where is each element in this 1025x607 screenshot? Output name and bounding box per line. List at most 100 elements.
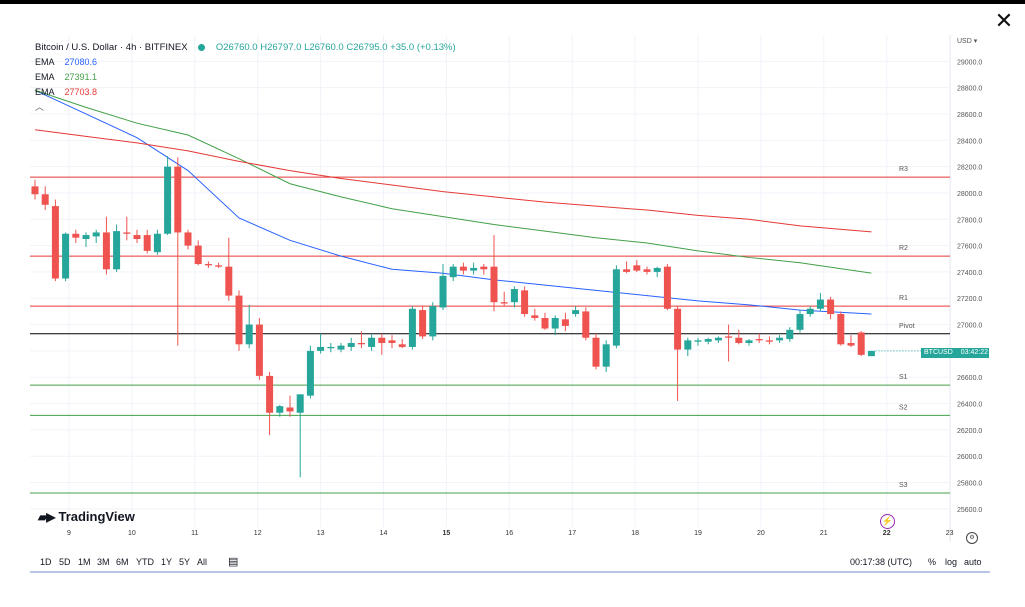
- candle-body: [357, 342, 365, 345]
- candle-body: [735, 337, 743, 343]
- range-button-5y[interactable]: 5Y: [179, 557, 191, 567]
- candle-body: [694, 340, 702, 342]
- candle-body: [806, 308, 814, 315]
- candle-body: [92, 232, 100, 237]
- indicator-row[interactable]: EMA 27391.1: [35, 70, 456, 85]
- candle-body: [765, 340, 773, 342]
- date-tick-label: 20: [757, 530, 765, 537]
- date-tick-label: 12: [254, 530, 262, 537]
- range-button-1y[interactable]: 1Y: [161, 557, 173, 567]
- candle-body: [725, 336, 733, 338]
- candle-body: [378, 337, 386, 343]
- candle-body: [31, 186, 39, 195]
- indicator-name: EMA: [35, 72, 55, 82]
- price-chart[interactable]: 25600.0 25800.0 26000.0 26200.0 26400.0 26600…: [30, 35, 990, 550]
- candle-body: [72, 233, 80, 238]
- close-button[interactable]: ✕: [994, 9, 1014, 34]
- range-button-5d[interactable]: 5D: [59, 557, 71, 567]
- candle-body: [133, 235, 141, 240]
- indicator-value: 27391.1: [64, 72, 98, 82]
- price-tick-label: 25600.0: [957, 507, 982, 514]
- last-price-tag: BTCUSD 03:42:22: [921, 348, 989, 358]
- percent-toggle[interactable]: %: [928, 557, 937, 567]
- price-tick-label: 28800.0: [957, 86, 982, 93]
- range-button-1m[interactable]: 1M: [78, 557, 91, 567]
- candle-body: [653, 267, 661, 272]
- candle-body: [429, 306, 437, 337]
- candle-body: [827, 299, 835, 315]
- calendar-range-icon[interactable]: ▤: [228, 556, 239, 568]
- logo-text: TradingView: [58, 509, 135, 524]
- candle-body: [194, 245, 202, 265]
- price-tick-label: 26000.0: [957, 454, 982, 461]
- candle-body: [480, 266, 488, 270]
- symbol-label: BTCUSD: [924, 349, 953, 356]
- candle-body: [164, 166, 172, 234]
- range-button-ytd[interactable]: YTD: [136, 557, 154, 567]
- candle-body: [327, 346, 335, 349]
- price-tick-label: 27200.0: [957, 296, 982, 303]
- candle-body: [286, 407, 294, 412]
- price-tick-label: 28600.0: [957, 112, 982, 119]
- toolbar-divider: [30, 571, 990, 573]
- range-button-3m[interactable]: 3M: [97, 557, 110, 567]
- candle-body: [82, 235, 90, 240]
- lightning-icon[interactable]: ⚡: [880, 514, 895, 529]
- ema-line: [34, 129, 872, 233]
- chevron-up-icon[interactable]: ︿: [35, 102, 45, 112]
- candle-body: [500, 302, 508, 304]
- date-tick-label: 9: [67, 530, 71, 537]
- pivot-level-label: S1: [899, 374, 908, 381]
- candle-body: [510, 289, 518, 303]
- range-button-1d[interactable]: 1D: [40, 557, 52, 567]
- candle-body: [704, 339, 712, 342]
- pivot-level-label: R3: [899, 166, 908, 173]
- indicator-value: 27080.6: [64, 57, 98, 67]
- date-tick-label: 13: [317, 530, 325, 537]
- pivot-level-label: R1: [899, 295, 908, 302]
- date-tick-label: 16: [505, 530, 513, 537]
- currency-selector[interactable]: USD ▾: [957, 37, 977, 45]
- price-tick-label: 27800.0: [957, 217, 982, 224]
- candle-body: [602, 344, 610, 367]
- currency-label: USD: [957, 38, 972, 45]
- candle-body: [235, 295, 243, 345]
- price-tick-label: 26200.0: [957, 428, 982, 435]
- candle-body: [531, 315, 539, 318]
- auto-toggle[interactable]: auto: [964, 557, 982, 567]
- candle-body: [102, 232, 110, 270]
- range-button-6m[interactable]: 6M: [116, 557, 129, 567]
- indicator-row[interactable]: EMA 27080.6: [35, 55, 456, 70]
- price-tick-label: 26600.0: [957, 375, 982, 382]
- candle-body: [755, 339, 763, 341]
- range-button-all[interactable]: All: [197, 557, 208, 567]
- candle-body: [317, 346, 325, 351]
- tradingview-logo[interactable]: ▰▶ TradingView: [38, 509, 135, 524]
- candle-body: [582, 311, 590, 338]
- candle-body: [684, 340, 692, 350]
- price-tick-label: 27000.0: [957, 323, 982, 330]
- tradingview-logo-icon: ▰▶: [38, 510, 55, 524]
- candle-body: [347, 342, 355, 347]
- candle-body: [470, 267, 478, 271]
- ema-line: [34, 89, 872, 274]
- gear-icon[interactable]: ⚙: [966, 532, 978, 544]
- candle-body: [847, 342, 855, 346]
- candle-body: [296, 394, 304, 413]
- candle-body: [337, 345, 345, 350]
- date-tick-label: 18: [631, 530, 639, 537]
- candle-body: [41, 194, 49, 205]
- date-tick-label: 11: [191, 530, 198, 537]
- candle-body: [663, 266, 671, 309]
- candle-body: [408, 308, 416, 347]
- candle-body: [796, 314, 804, 330]
- chart-container[interactable]: 25600.0 25800.0 26000.0 26200.0 26400.0 26600…: [30, 35, 990, 575]
- log-toggle[interactable]: log: [945, 557, 958, 567]
- candle-body: [551, 317, 559, 329]
- indicator-row[interactable]: EMA 27703.8: [35, 85, 456, 100]
- price-tick-label: 29000.0: [957, 59, 982, 66]
- date-tick-label: 21: [820, 530, 828, 537]
- utc-clock[interactable]: 00:17:38 (UTC): [850, 557, 913, 567]
- candle-body: [633, 265, 641, 271]
- date-tick-label: 19: [694, 530, 702, 537]
